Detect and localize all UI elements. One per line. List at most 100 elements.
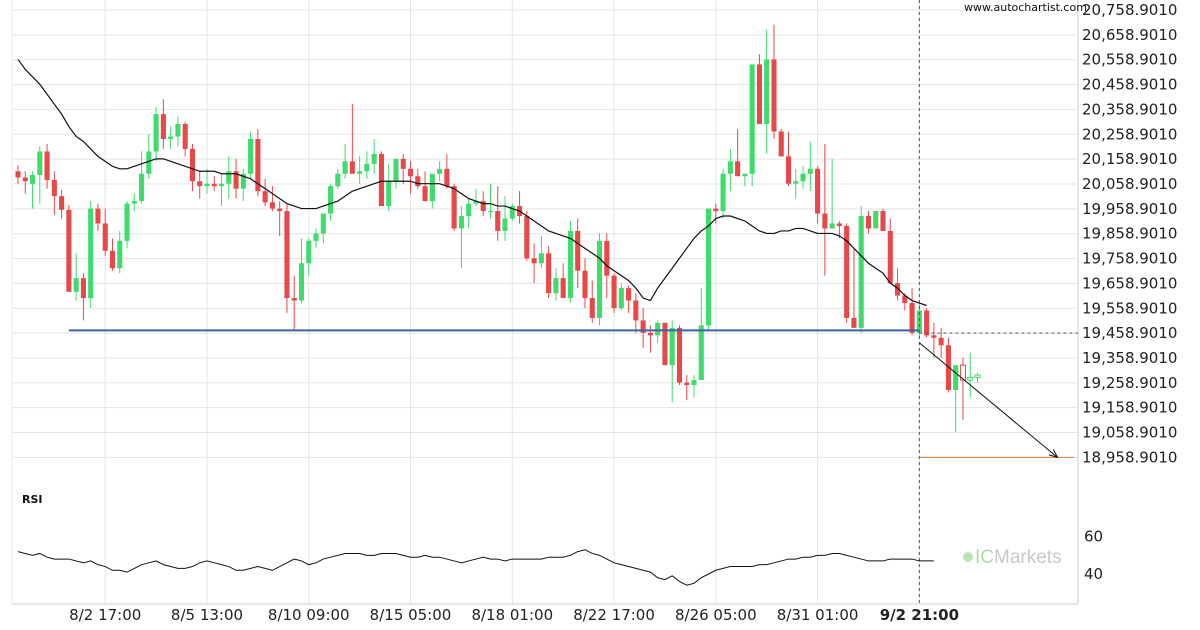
candle-body xyxy=(771,59,777,132)
price-tick-label: 18,958.9010 xyxy=(1082,448,1177,466)
candle-body xyxy=(269,202,275,209)
time-tick-label: 9/2 21:00 xyxy=(880,606,959,624)
candle xyxy=(938,327,944,358)
candle-body xyxy=(662,322,668,366)
candle-body xyxy=(640,320,646,333)
candle xyxy=(822,143,828,276)
time-tick-label: 8/31 01:00 xyxy=(777,606,859,624)
candle xyxy=(95,203,101,231)
candle xyxy=(742,173,748,187)
candle xyxy=(458,206,464,269)
candle-body xyxy=(531,258,537,264)
candle-body xyxy=(807,168,813,174)
candle-body xyxy=(80,278,86,299)
candle xyxy=(168,126,174,149)
candle xyxy=(284,203,290,313)
candle-body xyxy=(822,213,828,229)
candle xyxy=(29,171,36,209)
candle xyxy=(233,158,239,199)
candle-body xyxy=(422,186,428,202)
candle-body xyxy=(291,298,297,301)
candle-body xyxy=(560,278,566,299)
candle-body xyxy=(284,211,290,299)
candle xyxy=(73,253,79,301)
price-tick-label: 19,458.9010 xyxy=(1082,324,1177,342)
candles xyxy=(15,24,981,433)
candle xyxy=(698,288,704,381)
candle xyxy=(407,161,414,194)
price-tick-label: 20,158.9010 xyxy=(1082,150,1177,168)
candle xyxy=(102,208,108,256)
candle xyxy=(713,203,719,224)
candle-body xyxy=(713,208,719,212)
candle xyxy=(953,365,959,433)
candle xyxy=(277,201,283,236)
candle xyxy=(909,288,915,336)
candle-body xyxy=(909,303,915,333)
candle xyxy=(959,357,967,420)
candle-body xyxy=(480,201,486,212)
candle-body xyxy=(146,151,152,174)
candle-body xyxy=(611,275,617,308)
candle-body xyxy=(328,186,334,214)
candle xyxy=(66,204,72,292)
candle xyxy=(197,171,203,199)
candle-body xyxy=(37,151,43,176)
candle-body xyxy=(669,327,675,366)
candle-body xyxy=(931,335,937,338)
candle-body xyxy=(887,230,893,284)
candle-body xyxy=(277,208,283,212)
candle-body xyxy=(320,213,326,234)
candle xyxy=(800,166,806,189)
candle xyxy=(160,99,166,149)
candle-body xyxy=(204,183,210,187)
candle-body xyxy=(407,168,414,177)
candle xyxy=(262,178,268,207)
candle-body xyxy=(691,380,697,386)
candle-body xyxy=(676,327,683,383)
candle-body xyxy=(575,230,581,271)
candle-body xyxy=(655,322,661,336)
candle xyxy=(720,168,726,219)
candle xyxy=(153,106,159,162)
candle xyxy=(495,186,501,241)
candle-body xyxy=(44,151,50,180)
candle xyxy=(974,372,981,383)
candle-body xyxy=(400,158,406,169)
candle xyxy=(175,116,181,147)
forecast-arrow-line xyxy=(919,342,1058,458)
candle-body xyxy=(873,211,879,229)
candle xyxy=(342,143,348,179)
icmarkets-logo: ICMarkets xyxy=(963,547,1062,568)
candle-body xyxy=(131,201,137,204)
candle-body xyxy=(226,171,232,184)
candle xyxy=(139,151,145,204)
candle xyxy=(655,320,661,343)
candle-body xyxy=(182,124,188,149)
candle-body xyxy=(233,171,239,189)
candle xyxy=(211,176,217,192)
candle-body xyxy=(589,298,595,318)
candle-body xyxy=(197,181,203,187)
price-tick-label: 19,958.9010 xyxy=(1082,200,1177,218)
candle-body xyxy=(756,64,762,125)
candle-body xyxy=(785,156,792,184)
candle-body xyxy=(684,382,690,386)
candle xyxy=(291,275,297,331)
candle xyxy=(851,248,857,328)
candle xyxy=(393,158,399,189)
candle-body xyxy=(495,211,501,231)
candle xyxy=(204,168,210,194)
candle xyxy=(422,171,428,202)
candle-body xyxy=(393,158,399,182)
candle-body xyxy=(66,209,72,292)
candle xyxy=(182,121,188,157)
candle xyxy=(640,307,646,348)
candle-body xyxy=(633,300,639,321)
rsi-title: RSI xyxy=(22,493,43,506)
candle-body xyxy=(698,325,704,381)
candle-body xyxy=(117,240,123,269)
candle-body xyxy=(109,250,116,269)
candle xyxy=(59,189,65,219)
